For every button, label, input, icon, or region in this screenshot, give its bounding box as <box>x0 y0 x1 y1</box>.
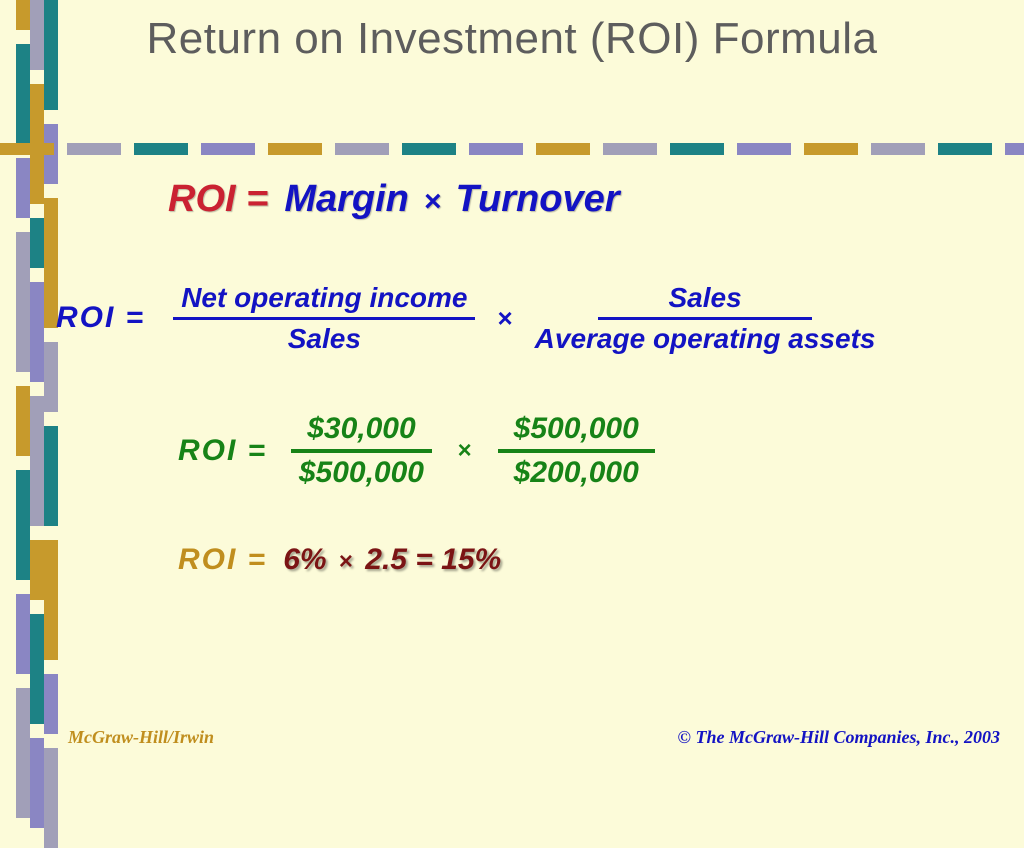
pct1: 6% <box>283 543 326 576</box>
times-symbol: × <box>497 303 512 334</box>
turnover-fraction: Sales Average operating assets <box>535 281 876 355</box>
denominator: $500,000 <box>299 453 424 491</box>
times-symbol: × <box>419 185 445 218</box>
roi-label: ROI = <box>168 178 268 221</box>
margin-term: Margin <box>284 178 409 220</box>
formula-expanded: ROI = Net operating income Sales × Sales… <box>56 281 984 355</box>
denominator: $200,000 <box>514 453 639 491</box>
slide-title: Return on Investment (ROI) Formula <box>0 0 1024 65</box>
margin-fraction: Net operating income Sales <box>173 281 475 355</box>
numerator: $500,000 <box>498 411 655 453</box>
roi-label: ROI = <box>178 543 267 577</box>
margin-fraction: $30,000 $500,000 <box>291 411 431 491</box>
roi-label: ROI = <box>178 434 267 468</box>
footer-publisher: McGraw-Hill/Irwin <box>68 727 214 748</box>
denominator: Sales <box>288 320 361 356</box>
pct2: 2.5 <box>365 543 407 576</box>
formula-numbers: ROI = $30,000 $500,000 × $500,000 $200,0… <box>178 411 984 491</box>
numerator: Net operating income <box>173 281 475 320</box>
formula-result: ROI = 6% × 2.5 = 15% <box>178 543 984 577</box>
horizontal-separator <box>0 143 1024 155</box>
slide: Return on Investment (ROI) Formula ROI =… <box>0 0 1024 768</box>
times-symbol: × <box>458 437 472 465</box>
turnover-term: Turnover <box>456 178 620 220</box>
result: = 15% <box>415 543 501 576</box>
numerator: Sales <box>598 281 811 320</box>
turnover-fraction: $500,000 $200,000 <box>498 411 655 491</box>
denominator: Average operating assets <box>535 320 876 356</box>
numerator: $30,000 <box>291 411 431 453</box>
footer-copyright: © The McGraw-Hill Companies, Inc., 2003 <box>678 727 1000 748</box>
roi-label: ROI = <box>56 301 145 335</box>
formula-content: ROI = Margin × Turnover ROI = Net operat… <box>50 170 984 577</box>
times-symbol: × <box>335 548 357 575</box>
formula-abstract: ROI = Margin × Turnover <box>168 178 984 221</box>
